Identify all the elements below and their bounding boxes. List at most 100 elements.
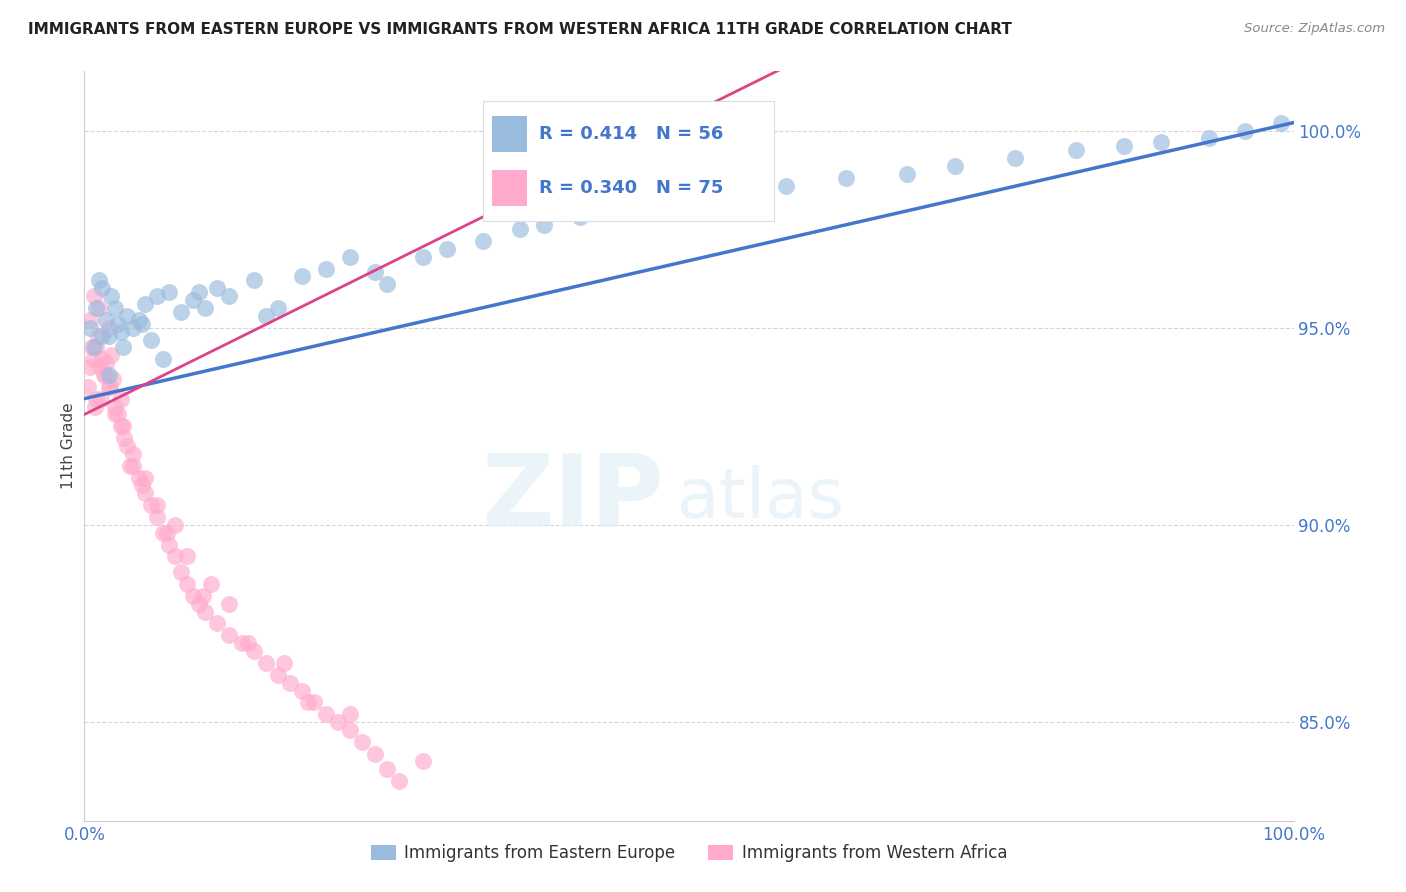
- Text: ZIP: ZIP: [482, 450, 665, 547]
- Point: [139, 333, 162, 347]
- Point: [641, 194, 664, 209]
- Point: [533, 218, 555, 232]
- Point: [509, 222, 531, 236]
- Point: [278, 675, 301, 690]
- Point: [436, 242, 458, 256]
- Point: [121, 447, 143, 461]
- Point: [146, 510, 169, 524]
- Point: [291, 269, 314, 284]
- Point: [98, 380, 121, 394]
- Point: [835, 170, 858, 185]
- Point: [315, 707, 337, 722]
- Point: [115, 439, 138, 453]
- Point: [91, 352, 114, 367]
- Text: atlas: atlas: [676, 465, 845, 532]
- Point: [83, 289, 105, 303]
- Point: [200, 577, 222, 591]
- Point: [231, 636, 253, 650]
- Text: Source: ZipAtlas.com: Source: ZipAtlas.com: [1244, 22, 1385, 36]
- Point: [79, 313, 101, 327]
- Point: [569, 211, 592, 225]
- Point: [94, 368, 117, 382]
- Point: [110, 325, 132, 339]
- Point: [107, 408, 129, 422]
- Point: [120, 458, 142, 473]
- Point: [97, 328, 120, 343]
- Point: [121, 320, 143, 334]
- Point: [87, 273, 110, 287]
- Point: [100, 348, 122, 362]
- Point: [1064, 143, 1087, 157]
- Point: [207, 616, 229, 631]
- Point: [363, 747, 385, 761]
- Point: [291, 683, 314, 698]
- Point: [104, 400, 127, 414]
- Point: [110, 392, 132, 406]
- Point: [375, 763, 398, 777]
- Point: [236, 636, 259, 650]
- Point: [86, 328, 108, 343]
- Point: [412, 755, 434, 769]
- Point: [302, 695, 325, 709]
- Point: [1198, 131, 1220, 145]
- Legend: Immigrants from Eastern Europe, Immigrants from Western Africa: Immigrants from Eastern Europe, Immigran…: [364, 838, 1014, 869]
- Point: [112, 419, 135, 434]
- Point: [77, 380, 100, 394]
- Point: [242, 644, 264, 658]
- Point: [194, 605, 217, 619]
- Point: [375, 277, 398, 292]
- Point: [91, 328, 114, 343]
- Point: [79, 320, 101, 334]
- Text: IMMIGRANTS FROM EASTERN EUROPE VS IMMIGRANTS FROM WESTERN AFRICA 11TH GRADE CORR: IMMIGRANTS FROM EASTERN EUROPE VS IMMIGR…: [28, 22, 1012, 37]
- Point: [152, 352, 174, 367]
- Point: [775, 178, 797, 193]
- Point: [218, 597, 240, 611]
- Point: [181, 293, 204, 307]
- Point: [97, 320, 120, 334]
- Point: [131, 317, 153, 331]
- Point: [155, 525, 177, 540]
- Point: [86, 340, 108, 354]
- Point: [134, 486, 156, 500]
- Point: [146, 289, 169, 303]
- Point: [139, 498, 162, 512]
- Point: [315, 261, 337, 276]
- Point: [87, 301, 110, 315]
- Point: [131, 478, 153, 492]
- Point: [82, 352, 104, 367]
- Point: [188, 597, 211, 611]
- Point: [86, 392, 108, 406]
- Point: [94, 356, 117, 370]
- Point: [157, 538, 180, 552]
- Point: [176, 549, 198, 564]
- Point: [207, 281, 229, 295]
- Point: [84, 400, 107, 414]
- Point: [134, 470, 156, 484]
- Point: [1270, 115, 1292, 129]
- Point: [146, 498, 169, 512]
- Point: [267, 301, 290, 315]
- Point: [188, 285, 211, 300]
- Point: [218, 628, 240, 642]
- Point: [104, 301, 127, 315]
- Point: [1114, 139, 1136, 153]
- Point: [134, 297, 156, 311]
- Point: [472, 234, 495, 248]
- Point: [170, 305, 193, 319]
- Point: [170, 565, 193, 579]
- Point: [121, 458, 143, 473]
- Point: [103, 372, 125, 386]
- Point: [97, 380, 120, 394]
- Point: [218, 289, 240, 303]
- Point: [254, 309, 277, 323]
- Point: [242, 273, 264, 287]
- Point: [94, 313, 117, 327]
- Point: [412, 250, 434, 264]
- Point: [83, 340, 105, 354]
- Point: [110, 419, 132, 434]
- Point: [115, 309, 138, 323]
- Point: [896, 167, 918, 181]
- Point: [363, 265, 385, 279]
- Point: [157, 285, 180, 300]
- Point: [339, 723, 361, 737]
